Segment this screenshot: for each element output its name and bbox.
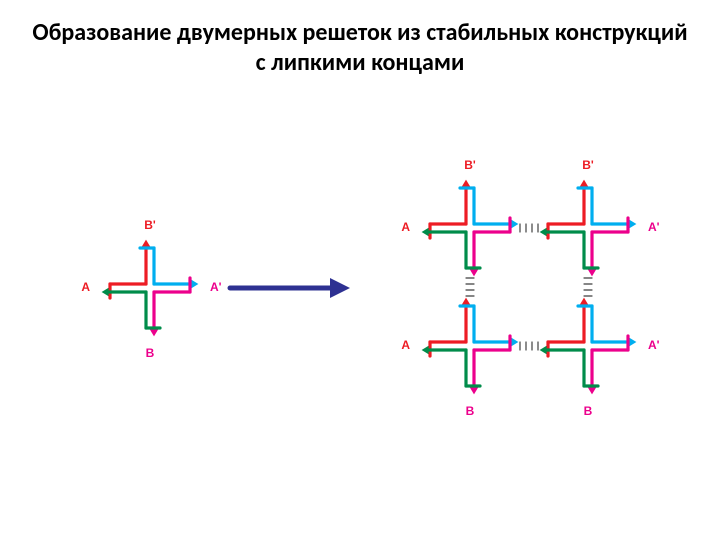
svg-text:B: B bbox=[466, 404, 475, 418]
label-b-prime: B' bbox=[144, 218, 156, 232]
svg-text:A: A bbox=[401, 338, 410, 352]
diagram-stage: A A' B' B B' B' B B A A A' A' bbox=[0, 78, 720, 538]
svg-text:A: A bbox=[401, 220, 410, 234]
lattice-2x2: B' B' B B A A A' A' bbox=[401, 158, 659, 418]
page-title: Образование двумерных решеток из стабиль… bbox=[0, 0, 720, 78]
svg-text:B': B' bbox=[582, 158, 594, 172]
svg-text:A': A' bbox=[648, 338, 660, 352]
svg-text:B': B' bbox=[464, 158, 476, 172]
label-a: A bbox=[81, 280, 90, 294]
svg-text:B: B bbox=[584, 404, 593, 418]
single-tile: A A' B' B bbox=[81, 218, 221, 360]
label-b: B bbox=[146, 346, 155, 360]
label-a-prime: A' bbox=[210, 280, 222, 294]
svg-text:A': A' bbox=[648, 220, 660, 234]
assembly-arrow bbox=[230, 278, 350, 298]
diagram-svg: A A' B' B B' B' B B A A A' A' bbox=[0, 78, 720, 538]
